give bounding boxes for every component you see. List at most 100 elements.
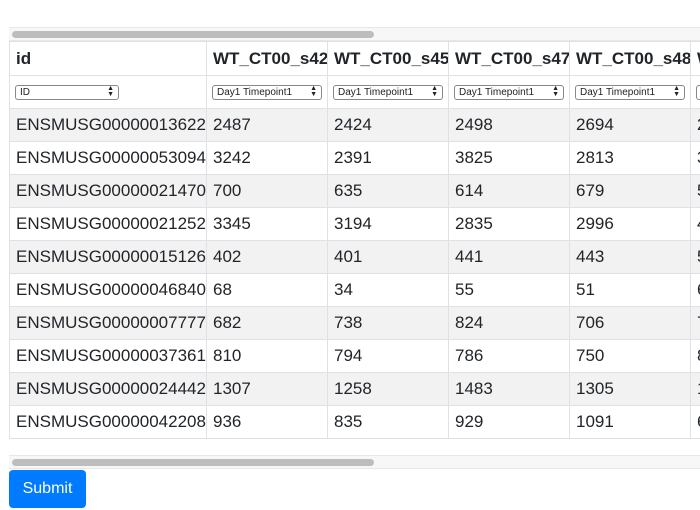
select-value: Day1 Timepoint1: [338, 86, 414, 98]
select-arrows-icon: ▲ ▼: [310, 85, 317, 98]
select-value: ID: [20, 86, 30, 98]
select-cell: Day1 Timepoint1 ▲ ▼: [569, 75, 691, 109]
table-header-row: id WT_CT00_s42 WT_CT00_s45 WT_CT00_s47 WT_CT…: [9, 41, 700, 76]
column-type-select[interactable]: Day1 Timepoint1 ▲ ▼: [575, 84, 685, 100]
value-cell: 68: [206, 273, 328, 307]
select-value: Day1 Timepoint1: [459, 86, 535, 98]
value-cell: 2996: [569, 207, 691, 241]
value-cell: 6: [690, 273, 700, 307]
value-cell: 929: [448, 405, 570, 439]
table-row: ENSMUSG00000046840683455516: [9, 273, 700, 307]
data-table: id WT_CT00_s42 WT_CT00_s45 WT_CT00_s47 WT_CT…: [9, 41, 700, 439]
column-type-select[interactable]: ▲▼: [696, 84, 700, 100]
value-cell: 794: [327, 339, 449, 373]
column-header: WT_CT00_s47: [448, 41, 570, 76]
gene-id-cell: ENSMUSG00000013622: [9, 108, 207, 142]
table-row: ENSMUSG0000004220893683592910916: [9, 405, 700, 439]
gene-id-cell: ENSMUSG00000042208: [9, 405, 207, 439]
value-cell: 682: [206, 306, 328, 340]
value-cell: 402: [206, 240, 328, 274]
select-arrows-icon: ▲ ▼: [107, 85, 114, 98]
value-cell: 2487: [206, 108, 328, 142]
value-cell: 750: [569, 339, 691, 373]
table-row: ENSMUSG000000077776827388247067: [9, 306, 700, 340]
table-row: ENSMUSG0000001362224872424249826942: [9, 108, 700, 142]
column-type-select[interactable]: ID ▲ ▼: [15, 84, 119, 100]
value-cell: 835: [327, 405, 449, 439]
value-cell: 7: [690, 306, 700, 340]
value-cell: 679: [569, 174, 691, 208]
value-cell: 824: [448, 306, 570, 340]
value-cell: 3194: [327, 207, 449, 241]
column-type-select[interactable]: Day1 Timepoint1 ▲ ▼: [333, 84, 443, 100]
gene-id-cell: ENSMUSG00000015126: [9, 240, 207, 274]
value-cell: 2391: [327, 141, 449, 175]
gene-id-cell: ENSMUSG00000037361: [9, 339, 207, 373]
table-row: ENSMUSG000000214707006356146795: [9, 174, 700, 208]
value-cell: 3: [690, 141, 700, 175]
value-cell: 2498: [448, 108, 570, 142]
column-type-select-row: ID ▲ ▼ Day1 Timepoint1 ▲ ▼ Day1 Timepoint1 ▲ ▼ Da…: [9, 75, 700, 109]
column-header: W: [690, 41, 700, 76]
column-header: WT_CT00_s45: [327, 41, 449, 76]
value-cell: 4: [690, 207, 700, 241]
column-header: id: [9, 41, 207, 76]
value-cell: 2813: [569, 141, 691, 175]
value-cell: 1: [690, 372, 700, 406]
value-cell: 6: [690, 405, 700, 439]
value-cell: 34: [327, 273, 449, 307]
value-cell: 51: [569, 273, 691, 307]
value-cell: 2694: [569, 108, 691, 142]
horizontal-scrollbar-top[interactable]: [9, 27, 700, 41]
value-cell: 1258: [327, 372, 449, 406]
column-type-select[interactable]: Day1 Timepoint1 ▲ ▼: [212, 84, 322, 100]
select-value: Day1 Timepoint1: [580, 86, 656, 98]
gene-id-cell: ENSMUSG00000021252: [9, 207, 207, 241]
value-cell: 3242: [206, 141, 328, 175]
gene-id-cell: ENSMUSG00000046840: [9, 273, 207, 307]
select-arrows-icon: ▲ ▼: [673, 85, 680, 98]
select-arrows-icon: ▲ ▼: [552, 85, 559, 98]
gene-id-cell: ENSMUSG00000053094: [9, 141, 207, 175]
table-row: ENSMUSG0000002125233453194283529964: [9, 207, 700, 241]
table-row: ENSMUSG000000373618107947867508: [9, 339, 700, 373]
scrollbar-thumb[interactable]: [12, 31, 374, 38]
value-cell: 441: [448, 240, 570, 274]
value-cell: 2424: [327, 108, 449, 142]
select-cell: Day1 Timepoint1 ▲ ▼: [448, 75, 570, 109]
table-row: ENSMUSG0000005309432422391382528133: [9, 141, 700, 175]
select-arrows-icon: ▲ ▼: [431, 85, 438, 98]
value-cell: 8: [690, 339, 700, 373]
value-cell: 738: [327, 306, 449, 340]
column-type-select[interactable]: Day1 Timepoint1 ▲ ▼: [454, 84, 564, 100]
select-cell: Day1 Timepoint1 ▲ ▼: [206, 75, 328, 109]
value-cell: 3345: [206, 207, 328, 241]
table-body: ENSMUSG0000001362224872424249826942ENSMU…: [9, 108, 700, 439]
value-cell: 443: [569, 240, 691, 274]
select-cell: Day1 Timepoint1 ▲ ▼: [327, 75, 449, 109]
value-cell: 1307: [206, 372, 328, 406]
column-header: WT_CT00_s48: [569, 41, 691, 76]
value-cell: 401: [327, 240, 449, 274]
horizontal-scrollbar-bottom[interactable]: [9, 455, 700, 469]
value-cell: 5: [690, 174, 700, 208]
scrollbar-thumb[interactable]: [12, 459, 374, 466]
value-cell: 786: [448, 339, 570, 373]
select-cell: ▲▼: [690, 75, 700, 109]
table-row: ENSMUSG000000151264024014414435: [9, 240, 700, 274]
value-cell: 3825: [448, 141, 570, 175]
value-cell: 635: [327, 174, 449, 208]
value-cell: 1091: [569, 405, 691, 439]
value-cell: 55: [448, 273, 570, 307]
value-cell: 614: [448, 174, 570, 208]
table-row: ENSMUSG0000002444213071258148313051: [9, 372, 700, 406]
value-cell: 1483: [448, 372, 570, 406]
value-cell: 936: [206, 405, 328, 439]
value-cell: 5: [690, 240, 700, 274]
gene-id-cell: ENSMUSG00000007777: [9, 306, 207, 340]
value-cell: 706: [569, 306, 691, 340]
select-value: Day1 Timepoint1: [217, 86, 293, 98]
value-cell: 810: [206, 339, 328, 373]
column-header: WT_CT00_s42: [206, 41, 328, 76]
submit-button[interactable]: Submit: [9, 470, 86, 508]
